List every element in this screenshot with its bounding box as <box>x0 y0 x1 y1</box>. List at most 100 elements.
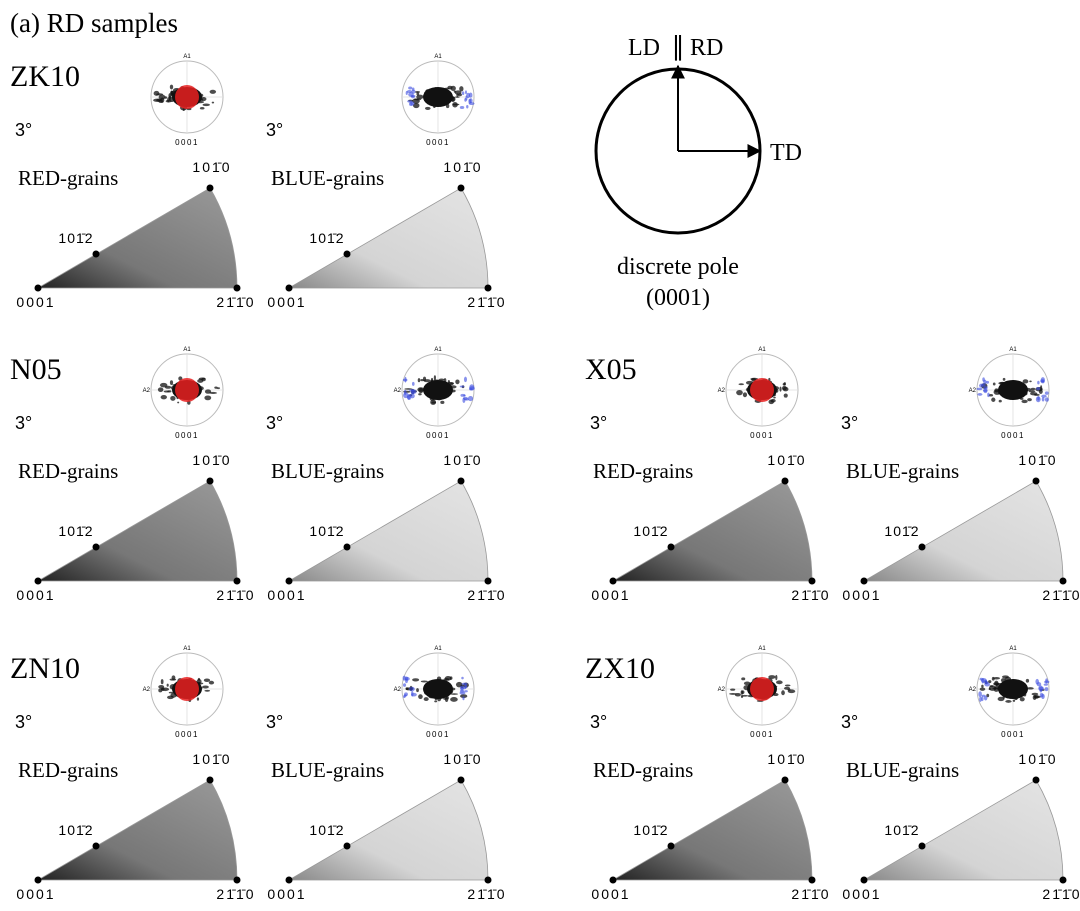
pole-highlight <box>460 686 464 690</box>
pole-highlight <box>469 388 472 390</box>
pole-label: A2 <box>143 388 151 394</box>
ipf-label: 101̄2 <box>309 822 344 838</box>
ipf-pole-dot <box>1033 777 1040 784</box>
ipf-pole-dot <box>35 578 42 585</box>
pole-scatter <box>1021 400 1027 403</box>
ipf-label: 101̄2 <box>309 523 344 539</box>
pole-scatter <box>991 398 995 402</box>
pole-label: 0001 <box>1001 431 1025 440</box>
pole-cluster <box>998 380 1028 400</box>
ipf-pole-dot <box>207 478 214 485</box>
ipf-label: 101̄2 <box>58 822 93 838</box>
pole-scatter <box>779 387 781 392</box>
ipf-label: 101̄0 <box>767 751 806 767</box>
pole-scatter <box>418 393 421 395</box>
pole-label: A2 <box>969 388 977 394</box>
pole-label: A1 <box>183 54 191 60</box>
pole-highlight <box>408 87 412 90</box>
pole-scatter <box>450 86 455 91</box>
ipf-label: 21̄1̄0 <box>216 294 255 310</box>
sample-group: ZX10A1A200013°RED-grains101̄0101̄2000121… <box>585 646 1080 902</box>
pole-highlight <box>405 677 410 681</box>
grain-label: RED-grains <box>18 758 118 782</box>
pole-scatter <box>450 697 458 702</box>
pole-scatter <box>741 696 743 698</box>
grain-label: RED-grains <box>593 758 693 782</box>
ipf-label: 101̄2 <box>58 523 93 539</box>
pole-scatter <box>1005 700 1011 703</box>
ipf-pole-dot <box>93 251 100 258</box>
pole-highlight <box>175 85 199 109</box>
pole-highlight <box>984 696 988 701</box>
pole-scatter <box>1031 388 1035 390</box>
ipf-pole-dot <box>1060 877 1067 884</box>
pole-scatter <box>785 684 791 686</box>
pole-label: A1 <box>434 347 442 353</box>
ipf-label: 0001 <box>16 587 55 603</box>
pole-label: A1 <box>183 646 191 652</box>
pole-highlight <box>404 694 407 697</box>
pole-scatter <box>434 700 437 702</box>
pole-scatter <box>424 697 429 701</box>
pole-highlight <box>978 691 982 697</box>
pole-highlight <box>982 383 986 386</box>
angle-label: 3° <box>15 120 32 140</box>
pole-highlight <box>410 390 414 394</box>
ipf-label: 21̄1̄0 <box>791 587 830 603</box>
ipf-label: 0001 <box>267 294 306 310</box>
ipf-label: 101̄0 <box>767 452 806 468</box>
ipf-label: 101̄0 <box>1018 452 1057 468</box>
pole-label: A2 <box>718 388 726 394</box>
ipf-label: 0001 <box>267 886 306 902</box>
caption: (0001) <box>646 285 710 311</box>
pole-scatter <box>158 688 162 692</box>
pole-label: A1 <box>183 347 191 353</box>
pole-highlight <box>984 680 987 683</box>
panel: A1A200013°BLUE-grains101̄0101̄2000121̄1̄… <box>841 347 1080 603</box>
ld-label: LD <box>628 35 660 61</box>
pole-highlight <box>460 394 465 397</box>
pole-scatter <box>455 96 460 98</box>
pole-scatter <box>452 102 458 107</box>
pole-scatter <box>203 103 210 106</box>
pole-highlight <box>464 98 466 102</box>
ipf-label: 21̄1̄0 <box>467 294 506 310</box>
ipf-pole-dot <box>782 777 789 784</box>
pole-scatter <box>168 93 171 98</box>
angle-label: 3° <box>841 413 858 433</box>
ipf-pole-dot <box>458 185 465 192</box>
pole-cluster <box>423 87 453 107</box>
ipf-label: 101̄0 <box>192 751 231 767</box>
grain-label: BLUE-grains <box>271 459 384 483</box>
pole-scatter <box>200 107 205 110</box>
figure: (a) RD samples LD ∥ RD TD discrete pole … <box>0 0 1080 911</box>
pole-scatter <box>738 383 744 385</box>
pole-scatter <box>781 690 785 695</box>
ipf-pole-dot <box>861 578 868 585</box>
ipf-pole-dot <box>610 578 617 585</box>
pole-scatter <box>445 676 452 681</box>
pole-highlight <box>1044 680 1049 683</box>
pole-label: 0001 <box>175 138 199 147</box>
angle-label: 3° <box>266 413 283 433</box>
pole-scatter <box>1029 381 1032 383</box>
ipf-pole-dot <box>485 877 492 884</box>
pole-highlight <box>982 377 985 381</box>
pole-label: A1 <box>758 646 766 652</box>
ipf-pole-dot <box>610 877 617 884</box>
pole-highlight <box>403 676 406 681</box>
ipf-pole-dot <box>286 877 293 884</box>
ipf-label: 101̄0 <box>192 452 231 468</box>
pole-highlight <box>411 691 413 697</box>
ipf-label: 0001 <box>16 294 55 310</box>
ipf-label: 101̄2 <box>58 230 93 246</box>
pole-scatter <box>768 400 774 405</box>
pole-scatter <box>440 401 444 404</box>
pole-highlight <box>750 378 774 402</box>
ipf-pole-dot <box>809 877 816 884</box>
ipf-pole-dot <box>861 877 868 884</box>
pole-label: A2 <box>394 388 402 394</box>
pole-highlight <box>175 378 199 402</box>
pole-scatter <box>434 375 436 380</box>
pole-scatter <box>775 675 777 680</box>
